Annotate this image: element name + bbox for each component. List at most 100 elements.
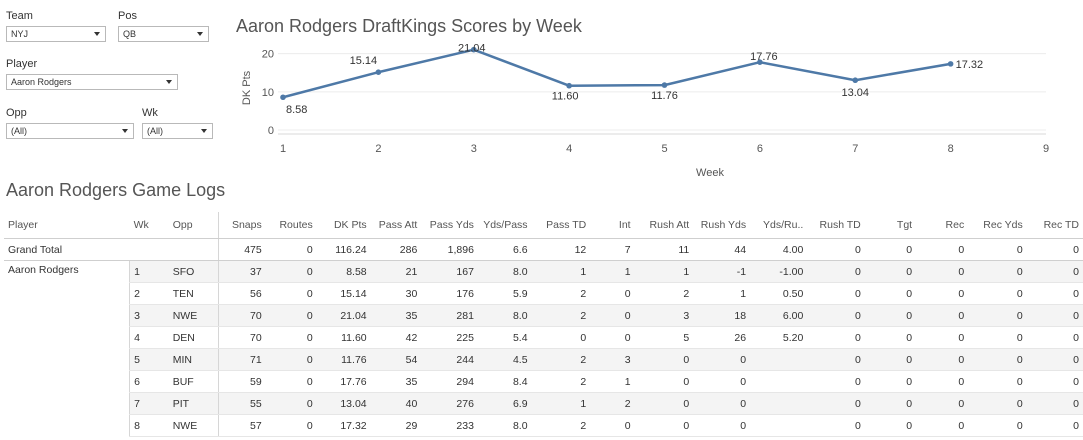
- column-header[interactable]: Rec TD: [1026, 212, 1083, 239]
- table-cell: 244: [421, 348, 478, 371]
- table-cell: 0: [968, 304, 1027, 327]
- table-cell: 2: [634, 282, 694, 305]
- data-point: [280, 94, 286, 101]
- chevron-down-icon: [201, 129, 207, 133]
- column-header[interactable]: Rec: [916, 212, 969, 239]
- table-cell: 8.58: [316, 260, 371, 283]
- column-header[interactable]: Yds/Ru..: [750, 212, 808, 239]
- column-header[interactable]: Wk: [129, 212, 169, 239]
- table-cell: 0: [1026, 238, 1083, 261]
- wk-dropdown[interactable]: (All): [142, 123, 213, 139]
- grand-total-label: Grand Total: [4, 238, 219, 261]
- column-header[interactable]: Tgt: [864, 212, 917, 239]
- table-cell: 2: [531, 282, 591, 305]
- table-cell: 5.20: [750, 326, 808, 349]
- table-cell: 167: [421, 260, 478, 283]
- table-row: 8 NWE 57 0 17.32 29 233 8.0 2 0 0 0 0 0 0 0 0: [4, 414, 1083, 437]
- table-cell: 0: [265, 238, 317, 261]
- table-cell: 0: [693, 370, 751, 393]
- table-cell: 0: [916, 414, 969, 437]
- table-cell: 5: [634, 326, 694, 349]
- column-header[interactable]: Pass Att: [370, 212, 422, 239]
- table-cell: 0: [1026, 348, 1083, 371]
- table-cell: 281: [421, 304, 478, 327]
- table-cell: -1: [693, 260, 751, 283]
- opponent-cell: PIT: [168, 392, 219, 415]
- table-cell: 0: [968, 370, 1027, 393]
- table-cell: 0: [590, 304, 635, 327]
- table-cell: 0: [634, 414, 694, 437]
- table-cell: 0.50: [750, 282, 808, 305]
- table-cell: 5.9: [477, 282, 532, 305]
- table-cell: 1: [531, 260, 591, 283]
- table-cell: 0: [693, 348, 751, 371]
- table-cell: 0: [968, 348, 1027, 371]
- table-cell: 1: [531, 392, 591, 415]
- team-filter-label: Team: [6, 10, 33, 22]
- column-header[interactable]: DK Pts: [316, 212, 371, 239]
- x-tick-label: 3: [471, 143, 477, 155]
- table-cell: 0: [916, 392, 969, 415]
- table-cell: 0: [864, 260, 917, 283]
- dk-points-line-chart: 0 10 20 1 2 3 4 5 6 7 8 9 Week DK Pts 8.58 15.14 21.04 11…: [241, 43, 1049, 179]
- grand-total-row: Grand Total 475 0 116.24 286 1,896 6.6 12 7 11 44 4…: [4, 238, 1083, 261]
- y-tick-label: 10: [262, 87, 274, 99]
- column-header[interactable]: Pass TD: [531, 212, 591, 239]
- y-tick-label: 0: [268, 125, 274, 137]
- column-header[interactable]: Player: [4, 212, 130, 239]
- x-tick-label: 8: [948, 143, 954, 155]
- data-point: [375, 69, 382, 75]
- player-filter-label: Player: [6, 58, 38, 70]
- table-cell: 0: [265, 282, 317, 305]
- table-cell: 0: [265, 392, 317, 415]
- y-tick-label: 20: [262, 49, 274, 61]
- week-cell: 2: [129, 282, 169, 305]
- column-header[interactable]: Rush Yds: [693, 212, 751, 239]
- table-cell: 0: [864, 414, 917, 437]
- table-cell: 0: [968, 414, 1027, 437]
- table-cell: 0: [1026, 370, 1083, 393]
- table-cell: 0: [590, 282, 635, 305]
- data-label: 21.04: [458, 43, 486, 55]
- pos-dropdown[interactable]: QB: [118, 26, 209, 42]
- table-cell: 54: [370, 348, 422, 371]
- column-header[interactable]: Opp: [168, 212, 219, 239]
- table-cell: 0: [916, 370, 969, 393]
- team-dropdown-value: NYJ: [11, 29, 29, 39]
- player-dropdown[interactable]: Aaron Rodgers: [6, 74, 178, 90]
- table-cell: 8.4: [477, 370, 532, 393]
- column-header[interactable]: Snaps: [217, 212, 266, 239]
- x-tick-label: 9: [1043, 143, 1049, 155]
- week-cell: 1: [129, 260, 169, 283]
- table-cell: 1,896: [421, 238, 478, 261]
- table-cell: 0: [916, 326, 969, 349]
- column-header[interactable]: Rush Att: [634, 212, 694, 239]
- table-cell: 176: [421, 282, 478, 305]
- column-header[interactable]: Int: [590, 212, 635, 239]
- column-header[interactable]: Rush TD: [807, 212, 865, 239]
- opp-dropdown[interactable]: (All): [6, 123, 134, 139]
- team-dropdown[interactable]: NYJ: [6, 26, 106, 42]
- table-row: 7 PIT 55 0 13.04 40 276 6.9 1 2 0 0 0 0 0 0 0: [4, 392, 1083, 415]
- opp-filter-label: Opp: [6, 107, 27, 119]
- table-cell: 475: [217, 238, 266, 261]
- table-cell: 225: [421, 326, 478, 349]
- table-cell: 0: [916, 348, 969, 371]
- data-point: [470, 46, 477, 53]
- column-header[interactable]: Rec Yds: [968, 212, 1027, 239]
- table-cell: 0: [1026, 392, 1083, 415]
- table-cell: 0: [265, 304, 317, 327]
- table-cell: 0: [634, 370, 694, 393]
- table-cell: 0: [807, 260, 865, 283]
- y-axis-label: DK Pts: [241, 70, 253, 105]
- table-cell: 0: [807, 414, 865, 437]
- table-cell: 8.0: [477, 304, 532, 327]
- column-header[interactable]: Yds/Pass: [477, 212, 532, 239]
- table-cell: 3: [590, 348, 635, 371]
- column-header[interactable]: Routes: [265, 212, 317, 239]
- table-cell: 0: [1026, 304, 1083, 327]
- table-cell: 2: [531, 414, 591, 437]
- data-label: 15.14: [350, 55, 378, 67]
- column-header[interactable]: Pass Yds: [421, 212, 478, 239]
- table-header-row: Player Wk Opp Snaps Routes DK Pts Pass Att Pass…: [4, 212, 1083, 239]
